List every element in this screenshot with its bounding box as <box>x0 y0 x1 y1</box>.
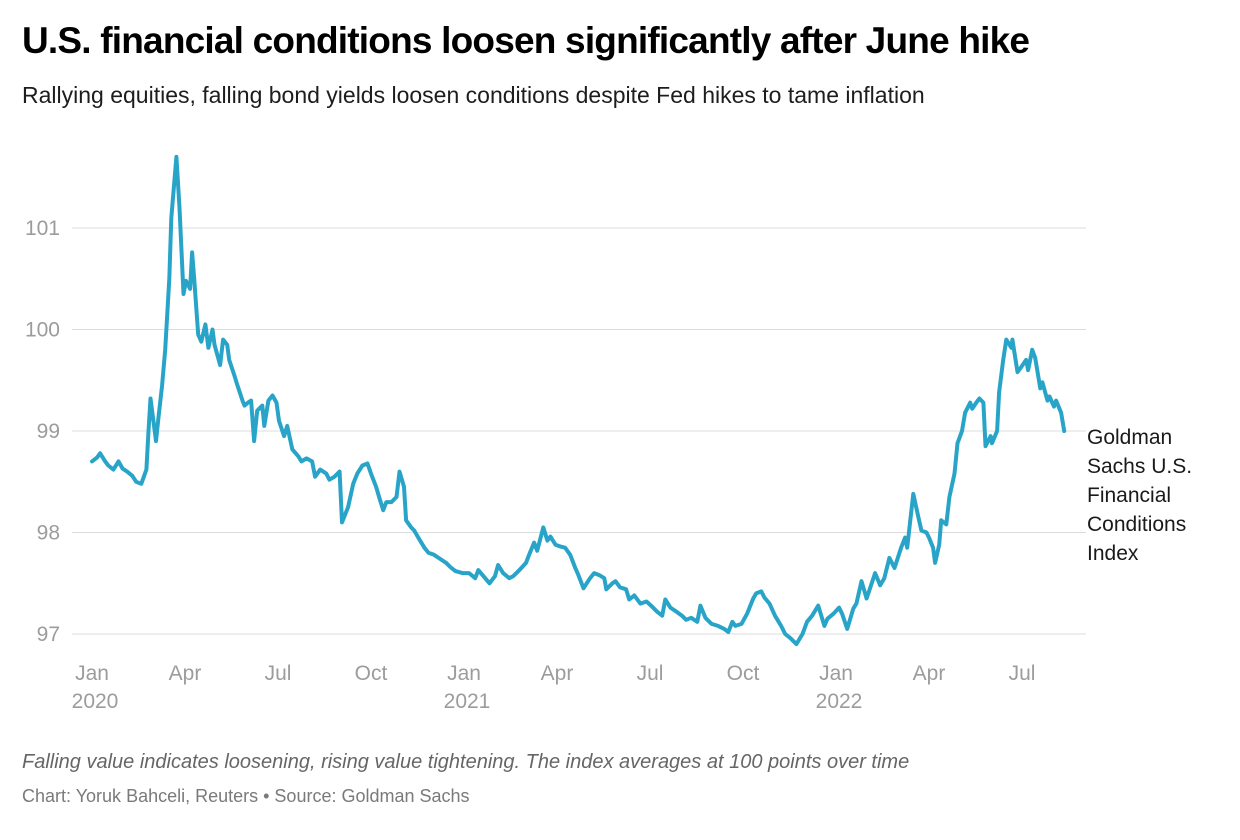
y-tick-label: 101 <box>25 217 60 240</box>
y-tick-label: 100 <box>25 319 60 342</box>
x-tick-label: Apr <box>913 662 946 685</box>
x-tick-year-label: 2021 <box>444 690 491 713</box>
x-tick-label: Jul <box>265 662 292 685</box>
series-annotation: Goldman Sachs U.S. Financial Conditions … <box>1087 426 1193 565</box>
chart-title: U.S. financial conditions loosen signifi… <box>22 20 1030 61</box>
x-tick-label: Apr <box>541 662 574 685</box>
chart-footnote: Falling value indicates loosening, risin… <box>22 751 910 773</box>
chart-subtitle: Rallying equities, falling bond yields l… <box>22 82 925 108</box>
x-tick-label: Oct <box>355 662 388 685</box>
x-tick-label: Jan <box>75 662 109 685</box>
x-tick-label: Oct <box>727 662 760 685</box>
x-tick-label: Jan <box>819 662 853 685</box>
y-tick-label: 97 <box>37 623 60 646</box>
x-tick-label: Jan <box>447 662 481 685</box>
y-tick-label: 99 <box>37 420 60 443</box>
x-tick-label: Jul <box>1009 662 1036 685</box>
x-tick-year-label: 2022 <box>816 690 863 713</box>
x-tick-label: Apr <box>169 662 202 685</box>
x-tick-label: Jul <box>637 662 664 685</box>
index-line-series <box>90 154 1067 647</box>
x-tick-year-label: 2020 <box>72 690 119 713</box>
y-tick-label: 98 <box>37 522 60 545</box>
chart-credit: Chart: Yoruk Bahceli, Reuters • Source: … <box>22 786 470 806</box>
